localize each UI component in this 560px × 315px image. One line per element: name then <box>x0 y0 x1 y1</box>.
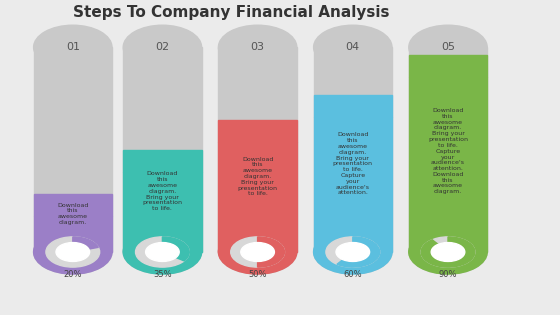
Text: Download
this
awesome
diagram.
Bring your
presentation
to life.
Capture
your
aud: Download this awesome diagram. Bring you… <box>428 108 468 194</box>
Wedge shape <box>136 237 189 267</box>
Circle shape <box>218 25 297 69</box>
Circle shape <box>56 243 90 261</box>
Circle shape <box>336 243 370 261</box>
Wedge shape <box>421 237 475 267</box>
Circle shape <box>123 230 202 274</box>
Wedge shape <box>73 237 99 249</box>
Text: Steps To Company Financial Analysis: Steps To Company Financial Analysis <box>73 5 389 20</box>
Wedge shape <box>337 237 380 267</box>
Bar <box>34 47 112 252</box>
Circle shape <box>218 230 297 274</box>
Text: 60%: 60% <box>343 270 362 279</box>
Text: 35%: 35% <box>153 270 172 279</box>
Bar <box>123 150 202 172</box>
Circle shape <box>314 230 392 274</box>
Circle shape <box>146 243 179 261</box>
Circle shape <box>34 25 112 69</box>
Bar <box>314 95 392 117</box>
Text: 90%: 90% <box>438 270 458 279</box>
Text: Download
this
awesome
diagram.: Download this awesome diagram. <box>57 203 88 225</box>
Circle shape <box>409 230 487 274</box>
Circle shape <box>34 230 112 274</box>
Wedge shape <box>46 237 100 267</box>
Bar <box>409 47 487 252</box>
Circle shape <box>218 230 297 274</box>
Bar <box>409 55 487 77</box>
Text: 20%: 20% <box>63 270 82 279</box>
Text: Download
this
awesome
diagram.
Bring your
presentation
to life.: Download this awesome diagram. Bring you… <box>142 171 183 211</box>
Text: 05: 05 <box>441 42 455 52</box>
Circle shape <box>409 230 487 274</box>
Circle shape <box>241 243 274 261</box>
Wedge shape <box>258 237 284 267</box>
Wedge shape <box>162 237 189 261</box>
Text: 02: 02 <box>155 42 170 52</box>
Text: 03: 03 <box>251 42 265 52</box>
Bar <box>218 120 297 142</box>
Bar <box>409 77 487 252</box>
Bar <box>123 47 202 252</box>
Wedge shape <box>326 237 380 267</box>
Bar <box>314 117 392 252</box>
Bar <box>34 194 112 216</box>
Bar <box>218 47 297 252</box>
Circle shape <box>314 25 392 69</box>
Text: Download
this
awesome
diagram.
Bring your
presentation
to life.
Capture
your
aud: Download this awesome diagram. Bring you… <box>333 133 373 196</box>
Wedge shape <box>231 237 284 267</box>
Circle shape <box>123 230 202 274</box>
Circle shape <box>123 25 202 69</box>
Text: 04: 04 <box>346 42 360 52</box>
Text: 50%: 50% <box>248 270 267 279</box>
Circle shape <box>431 243 465 261</box>
Circle shape <box>314 230 392 274</box>
Wedge shape <box>421 237 475 267</box>
Circle shape <box>409 25 487 69</box>
Bar <box>123 172 202 252</box>
Text: Download
this
awesome
diagram.
Bring your
presentation
to life.: Download this awesome diagram. Bring you… <box>237 157 278 196</box>
Bar <box>218 142 297 252</box>
Bar <box>34 216 112 252</box>
Text: 01: 01 <box>66 42 80 52</box>
Bar <box>314 47 392 252</box>
Circle shape <box>34 230 112 274</box>
